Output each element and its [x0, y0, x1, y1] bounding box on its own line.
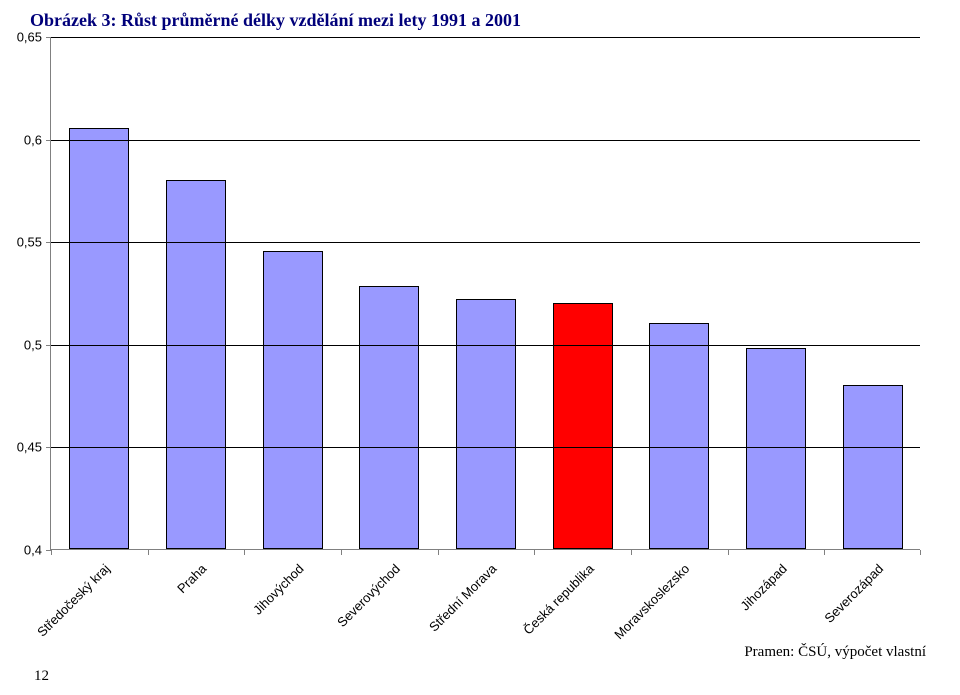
y-tick: [46, 140, 51, 141]
y-tick: [46, 345, 51, 346]
y-tick-label: 0,65: [17, 30, 42, 45]
bars-group: [51, 37, 920, 549]
x-tick-label: Česká republika: [520, 561, 597, 638]
y-tick: [46, 447, 51, 448]
x-tick-label: Jihovýchod: [250, 561, 307, 618]
y-axis-labels: 0,40,450,50,550,60,65: [6, 37, 46, 550]
bar: [456, 299, 516, 549]
y-tick-label: 0,45: [17, 440, 42, 455]
plot-area: [50, 37, 920, 550]
chart-container: 0,40,450,50,550,60,65 Středočeský krajPr…: [50, 37, 920, 612]
bar: [263, 251, 323, 549]
x-axis-labels: Středočeský krajPrahaJihovýchodSeverovýc…: [50, 555, 920, 645]
bar: [359, 286, 419, 549]
x-tick-label: Praha: [174, 561, 209, 596]
gridline: [51, 140, 920, 141]
source-caption: Pramen: ČSÚ, výpočet vlastní: [744, 644, 926, 661]
gridline: [51, 447, 920, 448]
chart-title: Obrázek 3: Růst průměrné délky vzdělání …: [30, 10, 930, 31]
x-tick-label: Střední Morava: [426, 561, 499, 634]
x-tick-label: Středočeský kraj: [34, 561, 113, 640]
bar: [166, 180, 226, 549]
x-tick-label: Jihozápad: [737, 561, 790, 614]
bar: [843, 385, 903, 549]
y-tick-label: 0,5: [24, 337, 42, 352]
gridline: [51, 345, 920, 346]
bar: [746, 348, 806, 549]
x-tick-label: Severovýchod: [334, 561, 403, 630]
bar: [553, 303, 613, 549]
gridline: [51, 242, 920, 243]
y-tick-label: 0,6: [24, 132, 42, 147]
page-number: 12: [34, 668, 49, 685]
y-tick-label: 0,55: [17, 235, 42, 250]
y-tick: [46, 37, 51, 38]
gridline: [51, 37, 920, 38]
x-tick-label: Severozápad: [821, 561, 886, 626]
bar: [649, 323, 709, 549]
y-tick: [46, 242, 51, 243]
x-tick: [920, 550, 921, 555]
x-tick-label: Moravskoslezsko: [612, 561, 693, 642]
bar: [69, 128, 129, 549]
y-tick-label: 0,4: [24, 543, 42, 558]
